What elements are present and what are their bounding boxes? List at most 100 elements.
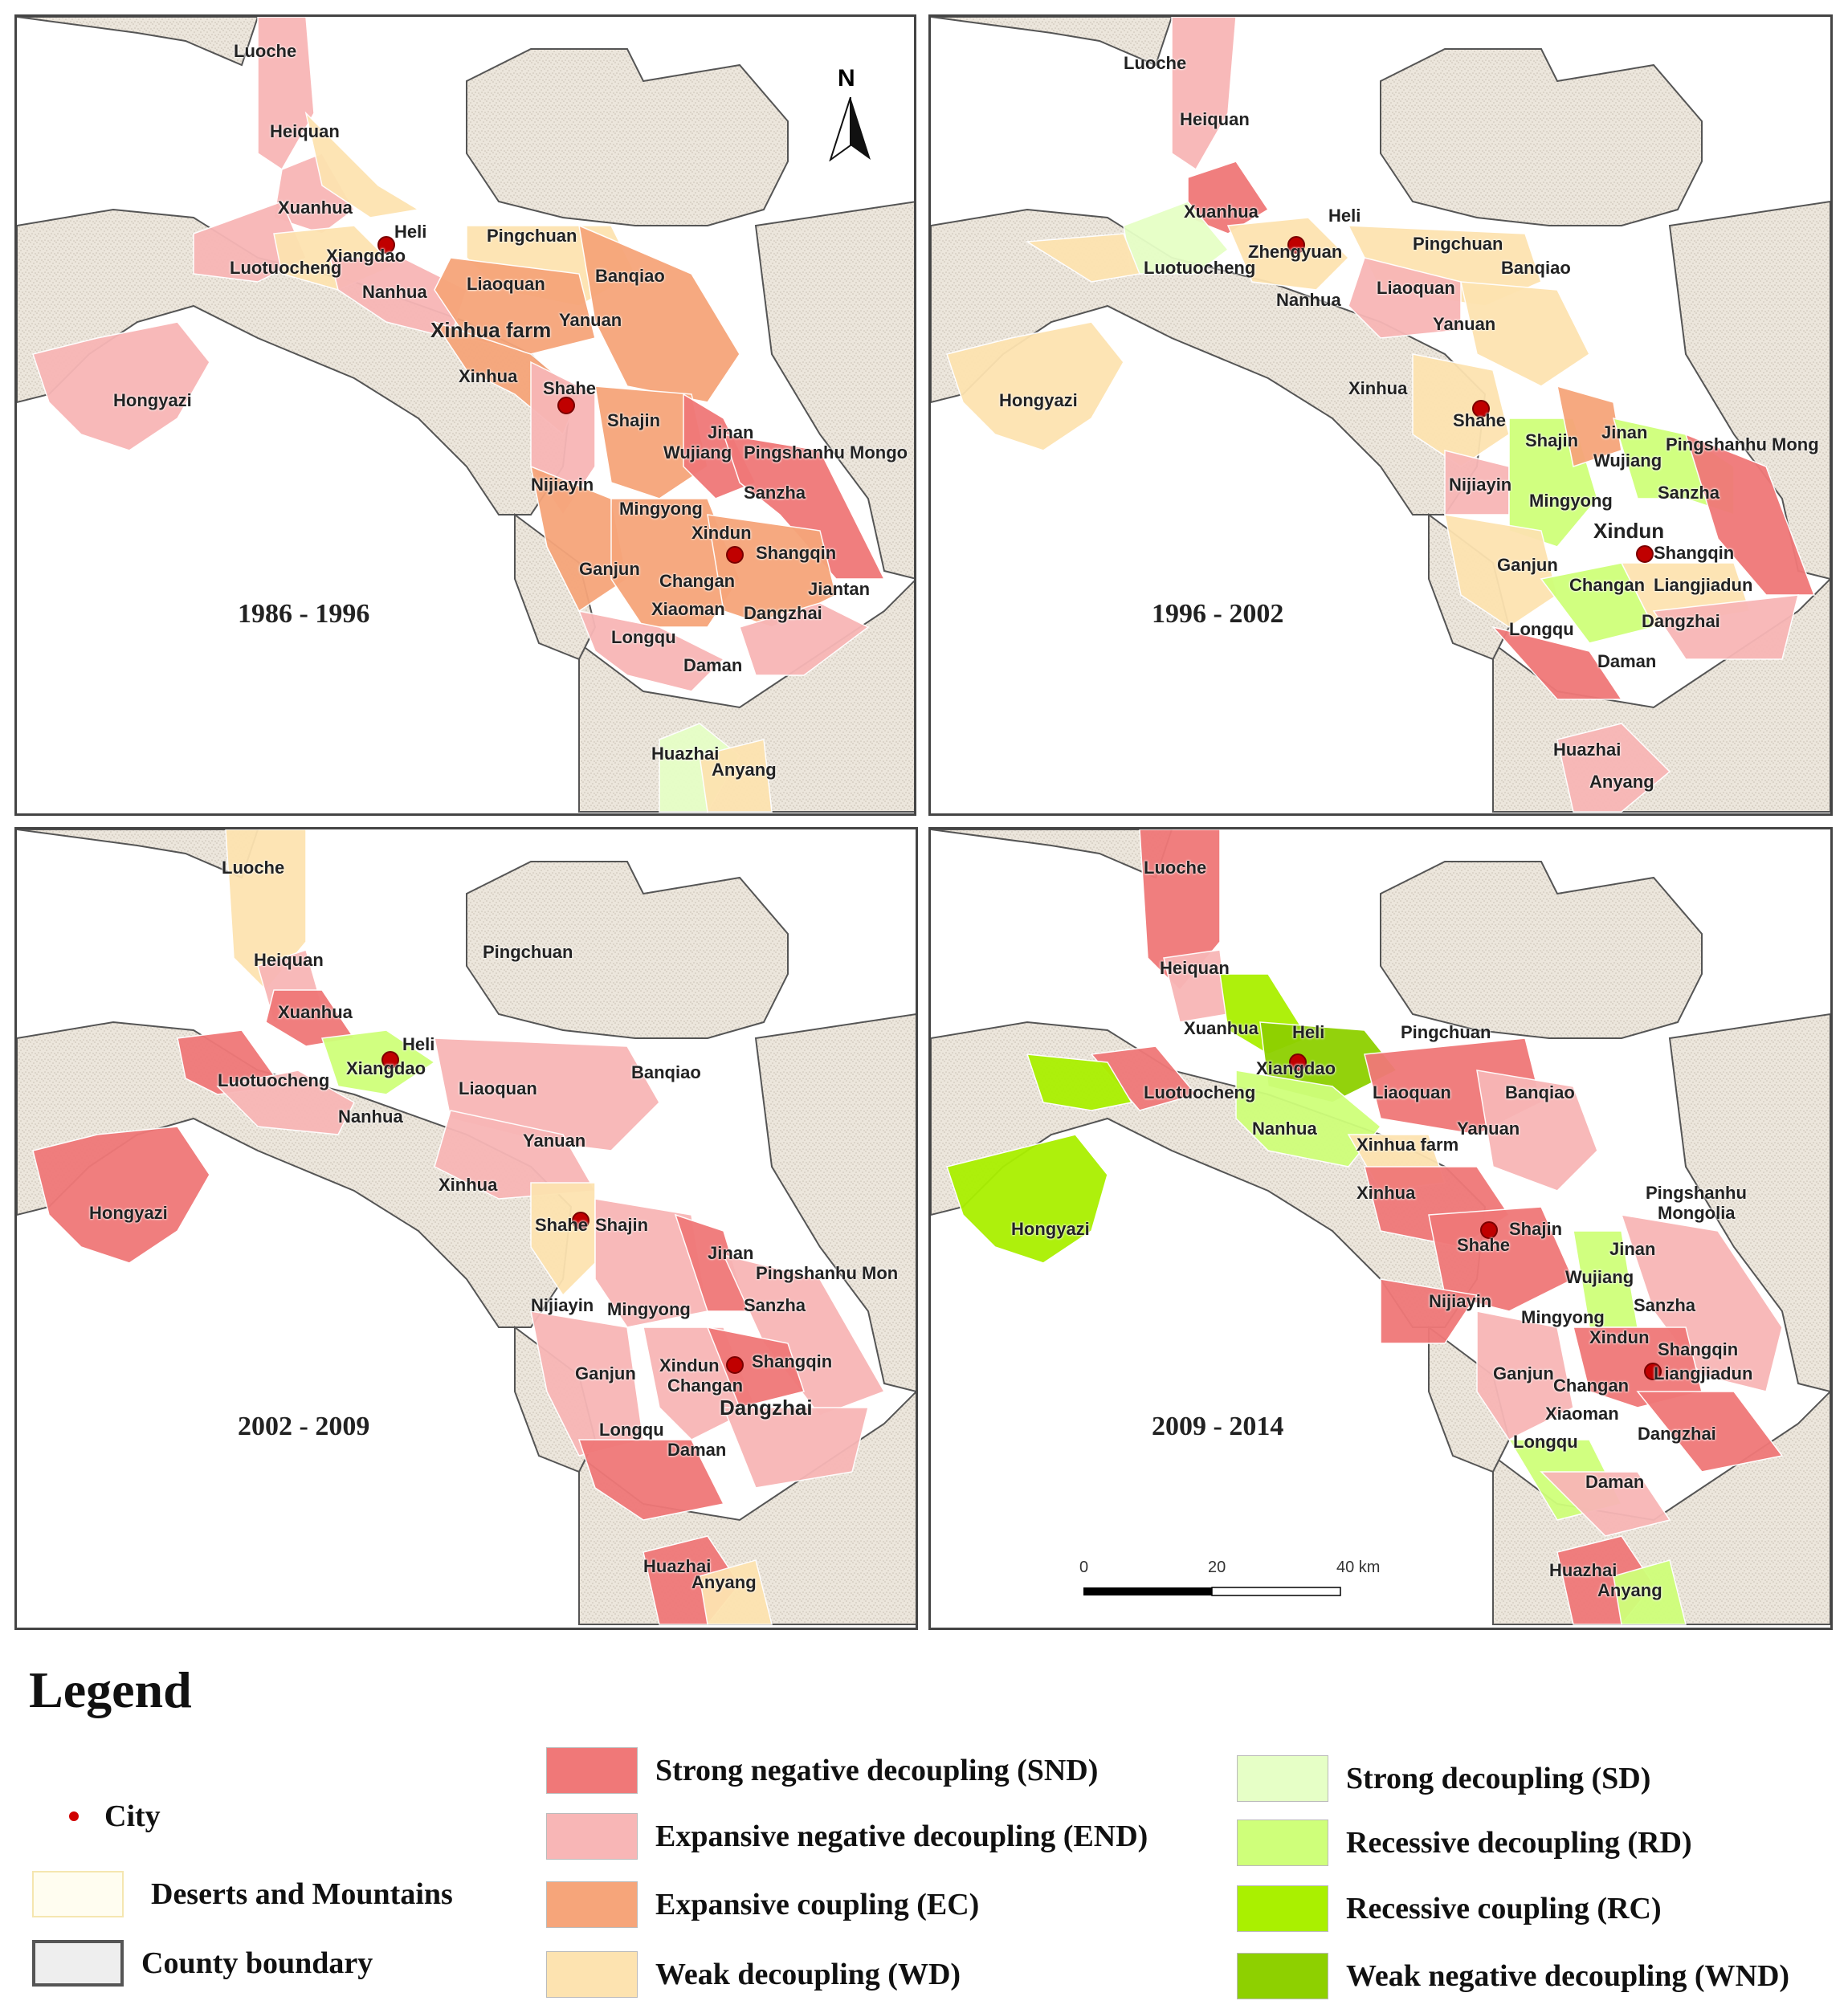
place-label: Shangqin: [752, 1351, 833, 1371]
mountain-area: [754, 1013, 916, 1392]
region-snd: [1428, 1206, 1574, 1312]
city-dot-icon: [1636, 545, 1654, 563]
legend-label: Weak decoupling (WD): [655, 1958, 961, 1991]
region-snd: [706, 1326, 805, 1408]
legend-swatch: [1237, 1820, 1328, 1866]
mountain-area: [466, 48, 789, 226]
place-label: Nanhua: [1276, 290, 1341, 310]
place-label: Pingchuan: [1401, 1022, 1491, 1042]
place-label: Shangqin: [1658, 1339, 1739, 1359]
place-label: Heli: [1328, 206, 1361, 226]
place-label: Shahe: [543, 378, 597, 398]
place-label: Banqiao: [1501, 258, 1571, 278]
legend-label: Recessive decoupling (RD): [1346, 1826, 1692, 1860]
place-label: Anyang: [1597, 1580, 1662, 1600]
region-end: [594, 1198, 708, 1328]
place-label: Luoche: [234, 41, 297, 61]
map-svg: [931, 829, 1830, 1625]
place-label: Ganjun: [1493, 1363, 1554, 1383]
map-svg: [931, 17, 1830, 813]
mountain-area: [17, 829, 259, 879]
region-end: [216, 1070, 355, 1135]
map-panel-1986-1996: 1986 - 1996 Luoche Heiquan Xuanhua Heli Xiang…: [14, 14, 916, 816]
legend-swatch: [1237, 1755, 1328, 1802]
place-label: Xiaoman: [1545, 1404, 1619, 1424]
place-label: Banqiao: [631, 1062, 701, 1082]
legend-swatch: [1237, 1885, 1328, 1932]
region-snd: [1684, 433, 1816, 596]
legend-item-city: City: [69, 1799, 161, 1834]
place-label: Liaoquan: [1373, 1082, 1451, 1102]
place-label: Shangqin: [756, 543, 837, 563]
region-wd: [699, 739, 773, 813]
place-label: Luotuocheng: [1144, 1082, 1256, 1102]
legend-swatch: [546, 1881, 638, 1928]
place-label: Daman: [683, 655, 743, 675]
place-label: Anyang: [1589, 772, 1654, 792]
region-snd: [1491, 626, 1623, 700]
region-end: [722, 1253, 886, 1416]
region-snd: [32, 1126, 210, 1264]
legend-label: Weak negative decoupling (WND): [1346, 1959, 1790, 1993]
place-label: Changan: [667, 1375, 744, 1396]
place-label: Zhengyuan: [1248, 242, 1343, 262]
place-label: Ganjun: [575, 1363, 636, 1383]
place-label: Xinhua farm: [1356, 1135, 1459, 1155]
legend-item-7: Weak negative decoupling (WND): [1237, 1953, 1789, 1999]
place-label: Heiquan: [270, 121, 340, 141]
place-label: Xinhua farm: [430, 318, 552, 342]
scale-bar-label: 0: [1079, 1559, 1089, 1576]
region-end: [1540, 1471, 1671, 1537]
place-label: Xindun: [659, 1355, 720, 1375]
place-label: Dangzhai: [1642, 611, 1720, 631]
legend-label-county: County boundary: [141, 1946, 373, 1980]
place-label: Jinan: [708, 1243, 754, 1263]
region-wd: [530, 1182, 596, 1297]
place-label: Liangjiadun: [1654, 1363, 1753, 1383]
place-label: Huazhai: [1549, 1560, 1618, 1580]
region-snd: [722, 434, 886, 580]
mountain-area: [1668, 1013, 1830, 1393]
city-dot-icon: [572, 1212, 589, 1229]
place-label: Nanhua: [1252, 1119, 1317, 1139]
legend-label: Expansive coupling (EC): [655, 1888, 980, 1921]
period-label: 2002 - 2009: [238, 1412, 370, 1441]
legend-swatch-deserts: [32, 1871, 124, 1917]
region-end: [1652, 594, 1799, 660]
place-label: Yanuan: [523, 1131, 586, 1151]
city-dot-icon: [69, 1811, 79, 1821]
legend-item-1: Expansive negative decoupling (END): [546, 1813, 1148, 1860]
city-dot-icon: [1644, 1363, 1662, 1380]
place-label: Xuanhua: [278, 198, 353, 218]
place-label: Shajin: [595, 1215, 649, 1235]
region-ec: [578, 224, 740, 403]
scale-bar: [1083, 1587, 1341, 1596]
place-label: Shajin: [1525, 430, 1579, 450]
region-ec: [529, 465, 628, 613]
city-dot-icon: [381, 1051, 399, 1069]
legend-item-6: Recessive coupling (RC): [1237, 1885, 1662, 1932]
mountain-area: [931, 829, 1173, 879]
place-label: Wujiang: [1593, 450, 1662, 471]
place-label: Jinan: [1601, 422, 1648, 442]
place-label: Hongyazi: [999, 390, 1078, 410]
place-label: Shajin: [1509, 1219, 1563, 1239]
legend-label: Expansive negative decoupling (END): [655, 1820, 1148, 1853]
place-label: Yanuan: [1457, 1119, 1520, 1139]
region-ec: [1556, 385, 1622, 467]
region-end: [32, 321, 210, 451]
place-label: Jinan: [1609, 1239, 1656, 1259]
place-label: Heli: [402, 1034, 435, 1054]
place-label: Liaoquan: [459, 1078, 537, 1098]
region-end: [1476, 1310, 1574, 1441]
place-label: Hongyazi: [113, 390, 192, 410]
legend-label-deserts: Deserts and Mountains: [151, 1877, 453, 1911]
place-label: Jiantan: [808, 579, 871, 599]
city-dot-icon: [726, 1356, 744, 1374]
legend-item-3: Weak decoupling (WD): [546, 1951, 961, 1998]
period-label: 2009 - 2014: [1152, 1412, 1284, 1441]
place-label: Mingyong: [607, 1299, 691, 1319]
place-label: Pingchuan: [1413, 234, 1503, 254]
place-label: Xiaoman: [651, 599, 725, 619]
place-label: Anyang: [712, 760, 777, 780]
